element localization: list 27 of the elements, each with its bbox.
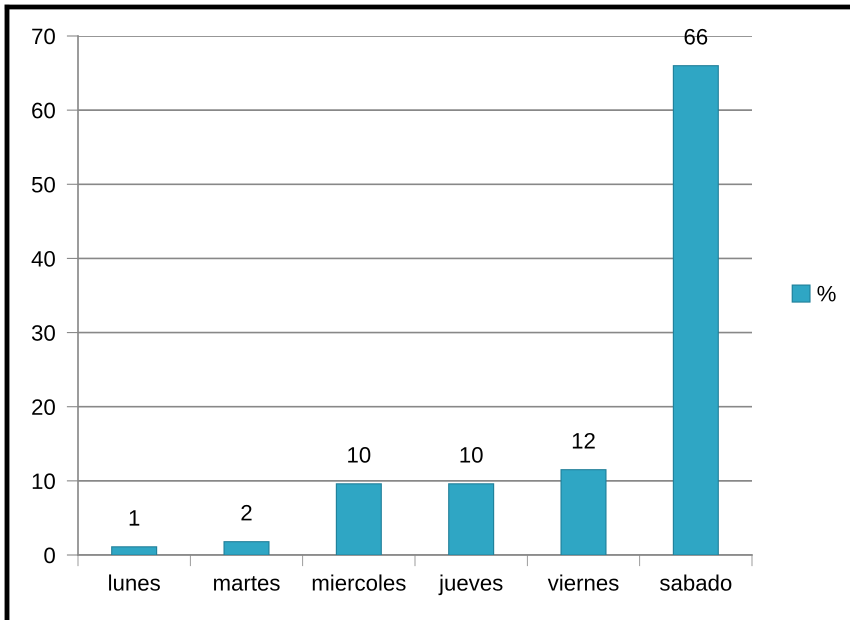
bar bbox=[448, 483, 494, 555]
x-tick-label: martes bbox=[214, 576, 280, 591]
x-tick-label: viernes bbox=[548, 574, 619, 591]
data-label: 1 bbox=[130, 510, 140, 526]
y-tick-label: 0 bbox=[44, 548, 55, 564]
data-label: 12 bbox=[572, 432, 595, 448]
y-tick-label: 70 bbox=[32, 28, 55, 44]
x-tick-label: miercoles bbox=[312, 574, 406, 591]
y-tick-label: 30 bbox=[32, 325, 55, 341]
bar bbox=[111, 546, 158, 555]
data-label: 66 bbox=[684, 28, 708, 45]
data-label: 2 bbox=[241, 504, 252, 520]
bar bbox=[672, 65, 719, 555]
y-tick-label: 60 bbox=[32, 102, 55, 118]
data-label: 10 bbox=[348, 447, 370, 463]
y-tick-label: 20 bbox=[32, 399, 55, 415]
bar bbox=[223, 541, 270, 555]
bar bbox=[336, 483, 382, 555]
x-tick-label: lunes bbox=[109, 574, 160, 591]
y-tick-label: 50 bbox=[32, 176, 55, 193]
x-tick-label: jueves bbox=[438, 574, 502, 596]
y-tick-label: 40 bbox=[32, 250, 55, 267]
x-tick-label: sabado bbox=[660, 574, 732, 591]
bar bbox=[560, 469, 607, 555]
legend-label: % bbox=[817, 286, 836, 302]
y-tick-label: 10 bbox=[32, 473, 55, 490]
data-label: 10 bbox=[460, 447, 483, 463]
